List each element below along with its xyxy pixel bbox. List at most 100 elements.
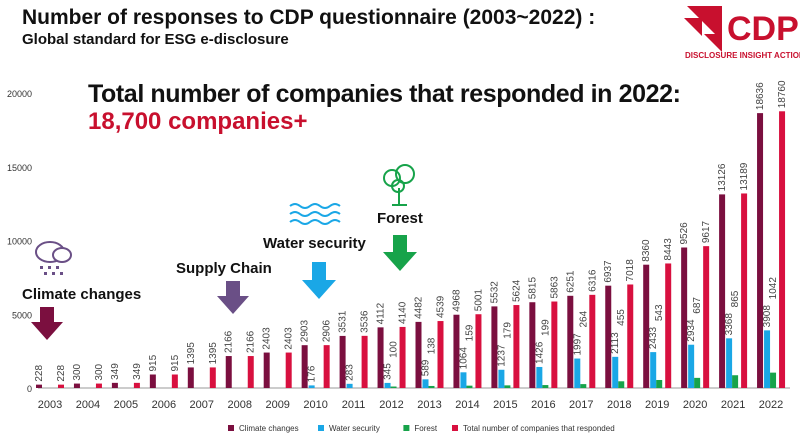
bar-total <box>551 301 558 388</box>
bar-water <box>422 379 429 388</box>
bar-climate <box>453 314 460 388</box>
legend-label: Climate changes <box>239 424 299 433</box>
x-tick-label: 2018 <box>607 399 631 411</box>
data-label: 2903 <box>300 319 311 342</box>
data-label: 1997 <box>572 333 583 356</box>
data-label: 3908 <box>762 305 773 328</box>
cdp-logo-mark-icon <box>684 6 722 52</box>
legend-label: Forest <box>414 424 437 433</box>
data-label: 264 <box>578 310 589 327</box>
bar-total <box>513 305 520 388</box>
bar-water <box>498 369 505 388</box>
x-tick-label: 2021 <box>721 399 745 411</box>
bar-forest <box>504 385 511 388</box>
bar-water <box>764 330 771 388</box>
legend-swatch <box>318 425 324 431</box>
bar-forest <box>542 385 549 388</box>
bar-climate <box>377 327 384 388</box>
bar-water <box>460 372 467 388</box>
data-label: 100 <box>389 341 400 358</box>
x-tick-label: 2007 <box>190 399 214 411</box>
data-label: 349 <box>132 363 143 380</box>
x-tick-label: 2014 <box>455 399 479 411</box>
data-label: 1426 <box>534 341 545 364</box>
bar-forest <box>466 385 473 388</box>
bar-total <box>627 284 634 388</box>
bar-total <box>475 314 482 388</box>
bar-climate <box>263 352 270 388</box>
bar-climate <box>36 384 42 388</box>
legend-label: Total number of companies that responded <box>463 424 615 433</box>
data-label: 176 <box>307 365 318 382</box>
y-tick-label: 20000 <box>7 89 32 99</box>
chart-title: Number of responses to CDP questionnaire… <box>22 6 596 29</box>
bar-climate <box>605 285 612 388</box>
cdp-logo-tagline: DISCLOSURE INSIGHT ACTION <box>685 51 800 60</box>
data-label: 543 <box>654 304 665 321</box>
x-tick-label: 2019 <box>645 399 669 411</box>
bar-total <box>589 294 596 388</box>
data-label: 5815 <box>527 277 538 300</box>
bar-water <box>612 356 619 388</box>
data-label: 1064 <box>458 347 469 370</box>
data-label: 300 <box>94 363 105 380</box>
data-label: 865 <box>730 290 741 307</box>
data-label: 228 <box>34 365 45 382</box>
bar-forest <box>770 372 777 388</box>
data-label: 687 <box>692 297 703 314</box>
bar-total <box>58 384 64 388</box>
data-label: 138 <box>427 337 438 354</box>
data-label: 6316 <box>587 269 598 292</box>
x-tick-label: 2013 <box>417 399 441 411</box>
data-label: 5863 <box>549 276 560 299</box>
annotation-forest: Forest <box>377 210 423 227</box>
bar-forest <box>732 375 739 388</box>
data-label: 6251 <box>565 270 576 293</box>
data-label: 349 <box>110 363 121 380</box>
chart-subtitle: Global standard for ESG e-disclosure <box>22 31 289 48</box>
bar-climate <box>111 382 118 388</box>
bar-climate <box>757 113 764 388</box>
data-label: 2403 <box>284 327 295 350</box>
bar-water <box>384 382 391 388</box>
bar-total <box>171 374 178 388</box>
bar-climate <box>719 194 726 388</box>
data-label: 199 <box>540 319 551 336</box>
legend-label: Water security <box>329 424 380 433</box>
data-label: 455 <box>616 309 627 326</box>
legend-swatch <box>452 425 458 431</box>
data-label: 4140 <box>398 301 409 324</box>
bar-total <box>323 345 330 388</box>
bar-total <box>703 246 710 388</box>
data-label: 5001 <box>473 289 484 312</box>
data-label: 7018 <box>625 259 636 282</box>
bar-forest <box>390 386 397 388</box>
bar-forest <box>580 384 587 388</box>
bar-total <box>361 335 368 388</box>
x-tick-label: 2020 <box>683 399 707 411</box>
y-tick-label: 15000 <box>7 163 32 173</box>
data-label: 3531 <box>338 310 349 333</box>
data-label: 589 <box>421 359 432 376</box>
data-label: 300 <box>72 363 83 380</box>
bar-total <box>133 382 140 388</box>
bar-water <box>346 383 353 388</box>
data-label: 2934 <box>686 319 697 342</box>
data-label: 4968 <box>451 289 462 312</box>
bar-climate <box>643 264 650 388</box>
data-label: 283 <box>345 364 356 381</box>
data-label: 345 <box>383 363 394 380</box>
x-tick-label: 2004 <box>76 399 100 411</box>
x-tick-label: 2012 <box>379 399 403 411</box>
data-label: 5532 <box>489 281 500 304</box>
data-label: 179 <box>502 322 513 339</box>
bar-forest <box>618 381 625 388</box>
bar-climate <box>73 383 80 388</box>
bar-total <box>779 111 786 388</box>
legend-swatch <box>403 425 410 431</box>
x-tick-label: 2016 <box>531 399 555 411</box>
bar-total <box>741 193 748 388</box>
data-label: 9526 <box>679 222 690 245</box>
data-label: 13126 <box>717 163 728 191</box>
